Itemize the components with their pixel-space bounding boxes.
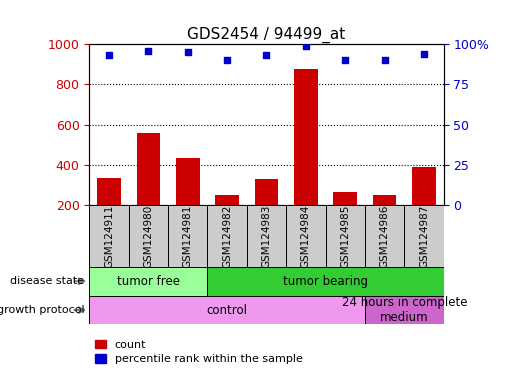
Point bbox=[341, 57, 349, 63]
Bar bbox=[404, 205, 443, 267]
Bar bbox=[89, 205, 128, 267]
Bar bbox=[325, 205, 364, 267]
Text: disease state: disease state bbox=[10, 276, 84, 286]
Text: GSM124984: GSM124984 bbox=[300, 204, 310, 268]
Bar bbox=[167, 205, 207, 267]
Bar bbox=[411, 167, 435, 205]
Bar bbox=[372, 195, 395, 205]
Point bbox=[183, 49, 191, 55]
Bar bbox=[254, 179, 278, 205]
Text: GSM124911: GSM124911 bbox=[104, 204, 114, 268]
Legend: count, percentile rank within the sample: count, percentile rank within the sample bbox=[95, 339, 302, 364]
Title: GDS2454 / 94499_at: GDS2454 / 94499_at bbox=[187, 26, 345, 43]
Point bbox=[262, 52, 270, 58]
Point bbox=[144, 48, 152, 54]
Point bbox=[105, 52, 113, 58]
Point bbox=[419, 51, 427, 57]
Point bbox=[380, 57, 388, 63]
Text: GSM124980: GSM124980 bbox=[143, 205, 153, 268]
Text: GSM124986: GSM124986 bbox=[379, 204, 389, 268]
Bar bbox=[128, 205, 167, 267]
Text: GSM124987: GSM124987 bbox=[418, 204, 428, 268]
Bar bbox=[364, 296, 443, 324]
Bar bbox=[97, 178, 121, 205]
Bar bbox=[89, 267, 207, 296]
Text: tumor bearing: tumor bearing bbox=[282, 275, 367, 288]
Text: 24 hours in complete
medium: 24 hours in complete medium bbox=[341, 296, 466, 324]
Bar bbox=[89, 296, 364, 324]
Point bbox=[222, 57, 231, 63]
Text: tumor free: tumor free bbox=[117, 275, 180, 288]
Text: growth protocol: growth protocol bbox=[0, 305, 84, 315]
Bar bbox=[207, 267, 443, 296]
Bar bbox=[136, 133, 160, 205]
Text: GSM124982: GSM124982 bbox=[221, 204, 232, 268]
Bar bbox=[246, 205, 286, 267]
Bar bbox=[207, 205, 246, 267]
Text: control: control bbox=[206, 304, 247, 316]
Bar bbox=[333, 192, 356, 205]
Bar bbox=[364, 205, 404, 267]
Text: GSM124983: GSM124983 bbox=[261, 204, 271, 268]
Bar bbox=[286, 205, 325, 267]
Bar bbox=[294, 70, 317, 205]
Text: GSM124981: GSM124981 bbox=[182, 204, 192, 268]
Bar bbox=[215, 195, 238, 205]
Bar bbox=[176, 158, 199, 205]
Point bbox=[301, 43, 309, 49]
Text: GSM124985: GSM124985 bbox=[340, 204, 350, 268]
